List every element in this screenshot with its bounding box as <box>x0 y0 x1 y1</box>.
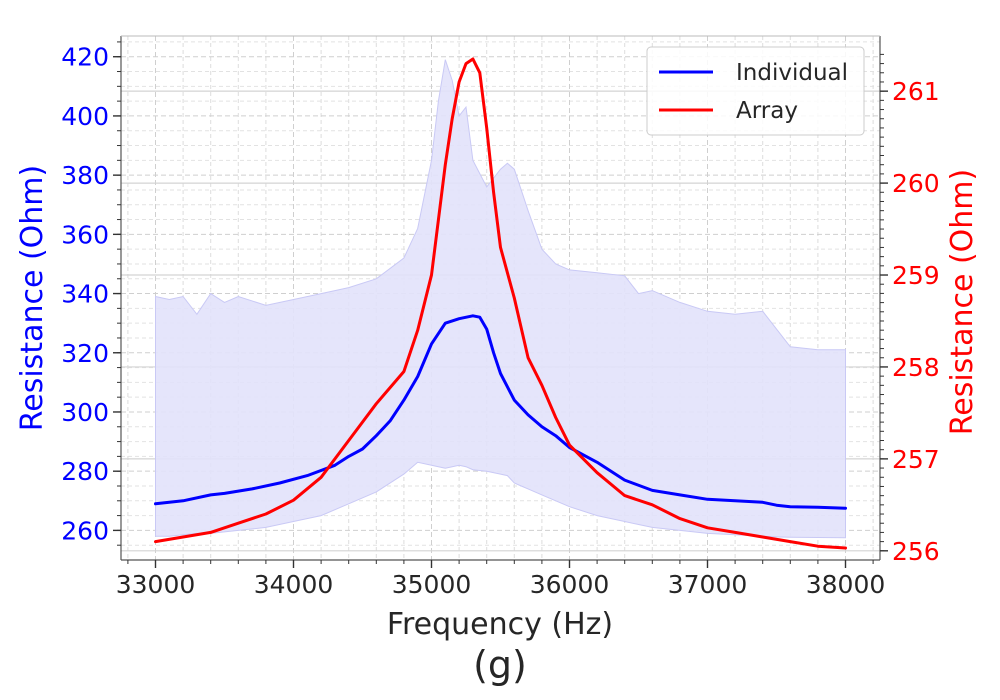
band-layer <box>155 59 846 539</box>
x-tick-label: 34000 <box>254 570 334 599</box>
y-right-tick-label: 259 <box>892 261 940 290</box>
series-line-individual <box>154 314 847 510</box>
y-right-tick-label: 260 <box>892 169 940 198</box>
series-line-array <box>154 57 847 550</box>
y-left-tick-label: 280 <box>61 457 109 486</box>
legend: Individual Array <box>646 46 865 136</box>
y-right-tick-label: 257 <box>892 445 940 474</box>
x-tick-label: 36000 <box>530 570 610 599</box>
series-layer <box>154 57 847 550</box>
axes <box>113 35 888 568</box>
y-left-tick-label: 420 <box>61 43 109 72</box>
y-right-tick-label: 258 <box>892 353 940 382</box>
x-tick-label: 37000 <box>668 570 748 599</box>
y-left-tick-label: 360 <box>61 220 109 249</box>
y-left-tick-label: 380 <box>61 161 109 190</box>
x-tick-label: 35000 <box>392 570 472 599</box>
y-left-tick-label: 400 <box>61 102 109 131</box>
legend-box <box>646 46 865 136</box>
y-right-tick-label: 261 <box>892 77 940 106</box>
y-axis-label-right: Resistance (Ohm) <box>945 169 980 435</box>
tick-layer: 33000 34000 35000 36000 37000 38000 260 280 300 3… <box>61 43 939 599</box>
y-left-tick-label: 300 <box>61 398 109 427</box>
y-right-tick-label: 256 <box>892 537 940 566</box>
legend-label-individual: Individual <box>736 60 848 86</box>
y-left-tick-label: 340 <box>61 280 109 309</box>
x-tick-label: 33000 <box>116 570 196 599</box>
y-axis-label-left: Resistance (Ohm) <box>15 165 50 431</box>
x-tick-label: 38000 <box>806 570 886 599</box>
figure-caption: (g) <box>473 643 527 687</box>
y-left-tick-label: 260 <box>61 516 109 545</box>
y-left-tick-label: 320 <box>61 339 109 368</box>
legend-label-array: Array <box>736 98 798 124</box>
individual-range-band <box>155 59 846 539</box>
x-axis-label: Frequency (Hz) <box>387 607 613 642</box>
